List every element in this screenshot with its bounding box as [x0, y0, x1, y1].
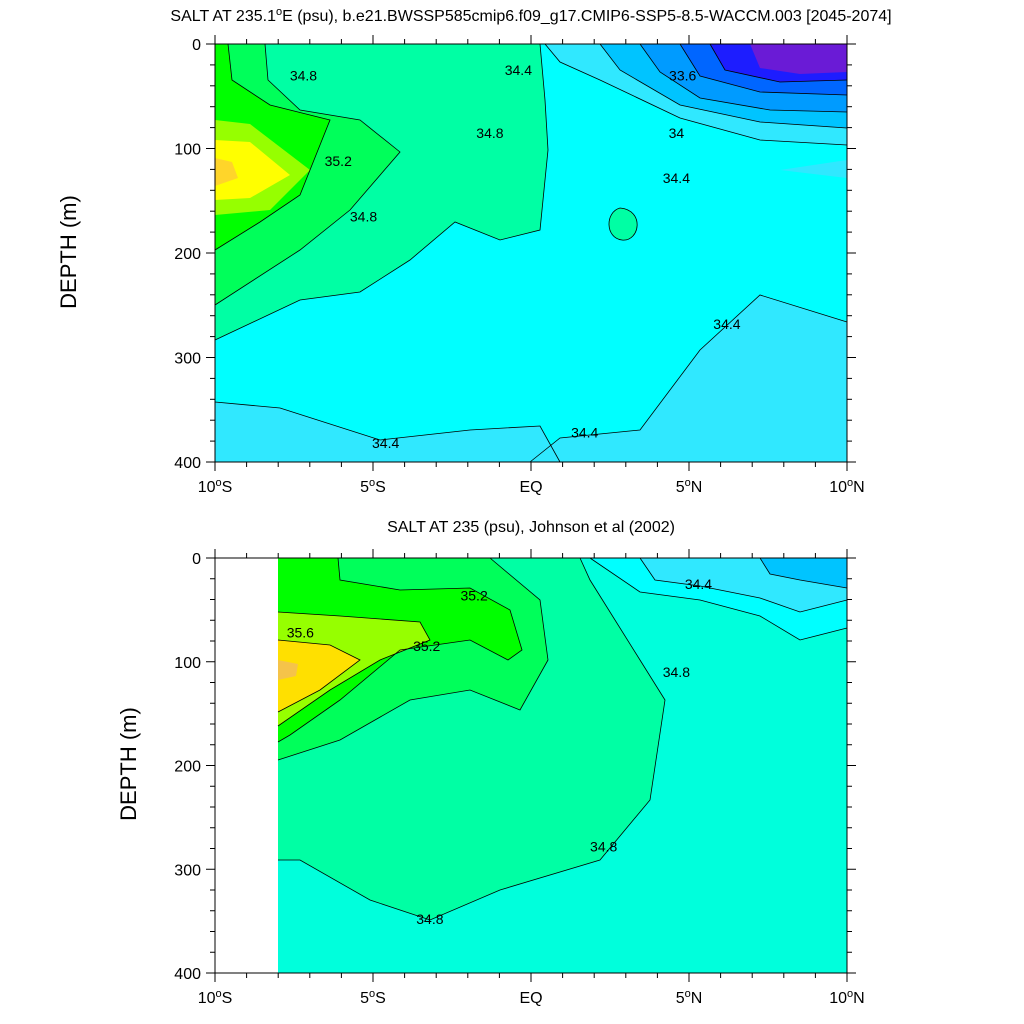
chart-2-contour-line [759, 557, 848, 589]
chart-2-y-tick-label: 400 [174, 966, 201, 983]
chart-1-y-tick-label: 0 [192, 37, 201, 54]
chart-1-plot-area: 34.8 34.8 35.2 34.8 34.4 33.6 34 34.4 34.4 34.4 34… [174, 35, 865, 496]
chart-1-x-tick-label: 10oN [829, 477, 864, 496]
chart-2-plot-area: 35.6 35.2 35.2 34.4 34.8 34.8 34.8 10oS 5oS EQ 5o… [174, 549, 865, 1007]
chart-1-contour-line [214, 43, 331, 251]
chart-2-contour-label: 34.8 [416, 911, 443, 927]
chart-2-contour-label: 34.4 [685, 576, 712, 592]
chart-2-title: SALT AT 235 (psu), Johnson et al (2002) [387, 519, 675, 536]
chart-2-y-tick-label: 0 [192, 551, 201, 568]
chart-2-x-tick-label: 10oS [198, 988, 233, 1007]
chart-2-contour-label: 35.6 [287, 625, 314, 641]
chart-1-contour-line [679, 43, 848, 96]
chart-1-contour-line [639, 43, 848, 113]
chart-2-contour-label: 34.8 [663, 664, 690, 680]
chart-1-fill-34.8-blob [608, 208, 638, 241]
chart-2-contour-line [639, 557, 848, 613]
chart-1-contour-label: 34.8 [290, 67, 317, 83]
chart-2-x-tick-label: 5oN [676, 988, 703, 1007]
chart-1-contour-label: 34 [669, 125, 685, 141]
chart-2-fill-35.4 [278, 612, 430, 726]
chart-1-fill-35.6 [215, 140, 290, 200]
chart-2-ylabel: DEPTH (m) [116, 707, 141, 821]
chart-1-contour-label: 34.4 [505, 62, 532, 78]
chart-2-x-tick-label: 10oN [829, 988, 864, 1007]
chart-1-contour-label: 33.6 [669, 67, 696, 83]
chart-1-contour-line [214, 43, 401, 306]
chart-1-contour-line [709, 43, 848, 83]
chart-1-contour-label: 34.4 [372, 435, 399, 451]
chart-1-fill-34.4-deep [530, 160, 847, 462]
chart-1-contour-label: 34.4 [713, 316, 740, 332]
chart-1-x-tick-label: 5oN [676, 477, 703, 496]
chart-2-y-tick-label: 300 [174, 862, 201, 879]
chart-2-contour-line [277, 611, 431, 727]
chart-1-contour-label: 35.2 [325, 153, 352, 169]
chart-2-x-tick-label: 5oS [360, 988, 386, 1007]
chart-1-contour-line [599, 43, 848, 129]
chart-1-y-tick-label: 400 [174, 455, 201, 472]
chart-1-contour-line [214, 401, 561, 463]
chart-1-contour-line [214, 43, 549, 341]
chart-2-contour-line [277, 639, 361, 713]
chart-1-contour-label: 34.4 [571, 425, 598, 441]
chart-2-contour-line [589, 557, 848, 641]
chart-1-fill-34.4-bottom [215, 402, 560, 462]
chart-1-contour-line [608, 207, 638, 241]
chart-2-contour-line [277, 557, 549, 761]
chart-1-x-tick-label: 5oS [360, 477, 386, 496]
chart-1-contour-line [529, 294, 848, 463]
chart-2-fill-35.8 [278, 660, 298, 680]
chart-1-x-tick-label: 10oS [198, 477, 233, 496]
chart-1-contour-label: 34.8 [476, 125, 503, 141]
chart-1-contour-label: 34.4 [663, 170, 690, 186]
chart-2-fill-34.2 [760, 558, 847, 588]
chart-2-contour-line [277, 557, 523, 743]
chart-1-fill-35.8 [215, 158, 238, 186]
chart-1-contour-label: 34.8 [350, 208, 377, 224]
chart-2-x-tick-label: EQ [519, 990, 542, 1007]
chart-1-x-tick-label: EQ [519, 479, 542, 496]
chart-1-ylabel: DEPTH (m) [56, 195, 81, 309]
chart-2-y-tick-label: 100 [174, 655, 201, 672]
chart-1-y-tick-label: 300 [174, 351, 201, 368]
chart-1-y-tick-label: 200 [174, 246, 201, 263]
chart-2-contour-line [278, 557, 666, 921]
chart-1-fill-33.4 [750, 44, 847, 74]
chart-2-contour-label: 35.2 [460, 587, 487, 603]
chart-1-title: SALT AT 235.1oE (psu), b.e21.BWSSP585cmi… [170, 6, 891, 25]
chart-2-contour-label: 34.8 [590, 838, 617, 854]
chart-1-contour-line [544, 43, 848, 146]
chart-2-fill-35.6 [278, 640, 360, 712]
chart-2-contour-label: 35.2 [413, 638, 440, 654]
chart-2-missing-data [215, 558, 278, 973]
chart-1-y-tick-label: 100 [174, 142, 201, 159]
chart-2-y-tick-label: 200 [174, 759, 201, 776]
